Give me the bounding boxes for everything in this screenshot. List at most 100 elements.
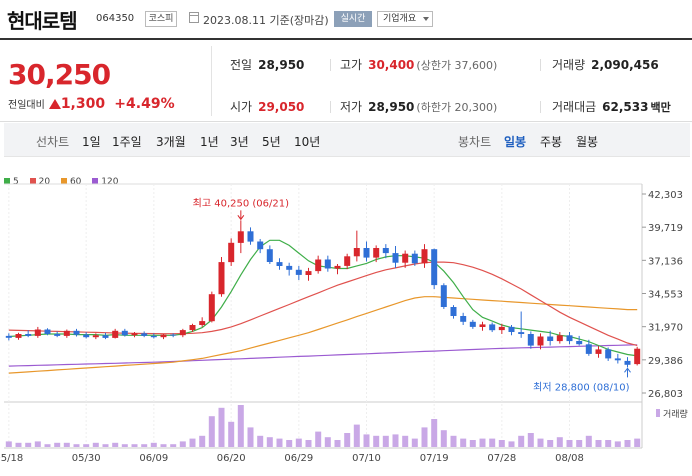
period-monthly[interactable]: 월봉 — [576, 135, 599, 149]
volume-bar — [324, 437, 331, 447]
candle-body — [295, 269, 302, 275]
candle-body — [576, 341, 583, 345]
candle-body — [160, 334, 167, 338]
volume-bar — [440, 430, 447, 447]
candle-body — [170, 334, 177, 336]
open-value: 29,050 — [258, 100, 305, 114]
lower-limit: (하한가 20,300) — [416, 101, 498, 114]
candle-body — [489, 324, 496, 331]
volume-bar — [576, 440, 583, 447]
legend-label: 20 — [38, 177, 51, 187]
volume-bar — [421, 427, 428, 447]
candle-body — [402, 253, 409, 263]
period-10y[interactable]: 10년 — [294, 135, 321, 149]
x-tick-label: 06/09 — [139, 453, 168, 464]
stock-code: 064350 — [96, 13, 135, 24]
volume-bar — [131, 444, 138, 447]
volume-bar — [518, 435, 525, 447]
candle-body — [537, 336, 544, 346]
low-value: 28,950 — [368, 100, 415, 114]
candle-body — [547, 336, 554, 341]
prev-close-label: 전일 — [230, 58, 253, 72]
period-1w[interactable]: 1주일 — [112, 135, 142, 149]
period-1d[interactable]: 1일 — [82, 135, 101, 149]
candle-body — [63, 330, 70, 336]
candle-body — [141, 333, 148, 336]
volume-bar — [411, 438, 418, 447]
candle-body — [479, 324, 486, 327]
period-3y[interactable]: 3년 — [230, 135, 249, 149]
candle-body — [150, 335, 157, 338]
period-3m[interactable]: 3개월 — [156, 135, 186, 149]
candle-body — [382, 248, 389, 254]
volume-bar — [605, 440, 612, 447]
line-chart-label: 선차트 — [36, 135, 70, 149]
candle-body — [411, 253, 418, 264]
change-percent: +4.49% — [114, 96, 175, 112]
period-weekly[interactable]: 주봉 — [540, 135, 563, 149]
candle-body — [54, 334, 61, 336]
candle-chart-label: 봉차트 — [458, 135, 492, 149]
candle-body — [469, 321, 476, 327]
candle-body — [121, 330, 128, 336]
change-label: 전일대비 — [8, 100, 45, 111]
period-toolbar: 선차트 1일 1주일 3개월 1년 3년 5년 10년 봉차트 일봉 주봉 월봉 — [4, 123, 690, 157]
legend-label: 5 — [13, 177, 19, 187]
volume-bar — [498, 440, 505, 447]
quote-panel: 30,250 전일대비 1,300 +4.49% 전일 28,950 고가 30,40… — [0, 38, 692, 122]
price-change: 전일대비 1,300 +4.49% — [8, 96, 175, 112]
candle-body — [131, 333, 138, 336]
candle-body — [421, 249, 428, 264]
divider — [540, 59, 541, 71]
high-arrow-head — [237, 215, 245, 221]
candle-body — [315, 259, 322, 272]
volume-bar — [489, 438, 496, 447]
candle-body — [440, 285, 447, 307]
period-daily[interactable]: 일봉 — [504, 135, 527, 149]
candle-body — [334, 265, 341, 269]
candle-body — [208, 294, 215, 322]
candle-body — [257, 241, 264, 250]
volume-bar — [382, 435, 389, 447]
volume-value: 2,090,456 — [591, 58, 659, 72]
period-1y[interactable]: 1년 — [200, 135, 219, 149]
divider — [330, 101, 331, 113]
volume-bar — [83, 444, 90, 447]
x-tick-label: 05/18 — [0, 453, 23, 464]
ma60-line — [8, 296, 638, 374]
candle-body — [373, 248, 380, 258]
candle-body — [460, 316, 467, 322]
company-overview-dropdown[interactable]: 기업개요 — [377, 11, 433, 27]
volume-label: 거래량 — [552, 58, 586, 72]
candle-body — [92, 335, 99, 338]
y-tick-label: 34,553 — [648, 290, 683, 301]
volume-bar — [73, 444, 80, 447]
open-cell: 시가 29,050 — [230, 98, 304, 115]
candle-body — [15, 334, 22, 338]
volume-bar — [160, 444, 167, 447]
up-arrow-icon — [48, 99, 61, 109]
volume-bar — [460, 438, 467, 447]
period-5y[interactable]: 5년 — [262, 135, 281, 149]
candle-body — [431, 249, 438, 286]
y-tick-label: 42,303 — [648, 190, 683, 201]
volume-bar — [556, 437, 563, 447]
realtime-button[interactable]: 실시간 — [334, 11, 372, 27]
volume-bar — [634, 438, 641, 447]
legend-label: 120 — [101, 177, 119, 187]
candle-body — [624, 360, 631, 365]
volume-bar — [276, 438, 283, 447]
candle-body — [228, 242, 235, 263]
volume-bar — [92, 442, 99, 447]
volume-bar — [344, 433, 351, 447]
company-overview-label: 기업개요 — [383, 14, 417, 24]
calendar-icon — [189, 12, 199, 23]
volume-bar — [614, 441, 621, 447]
volume-bar — [170, 444, 177, 447]
candle-body — [44, 329, 51, 334]
candle-body — [614, 358, 621, 361]
amount-label: 거래대금 — [552, 100, 597, 114]
legend-ma120: 120 — [92, 177, 118, 187]
amount-unit: 백만 — [650, 101, 671, 114]
